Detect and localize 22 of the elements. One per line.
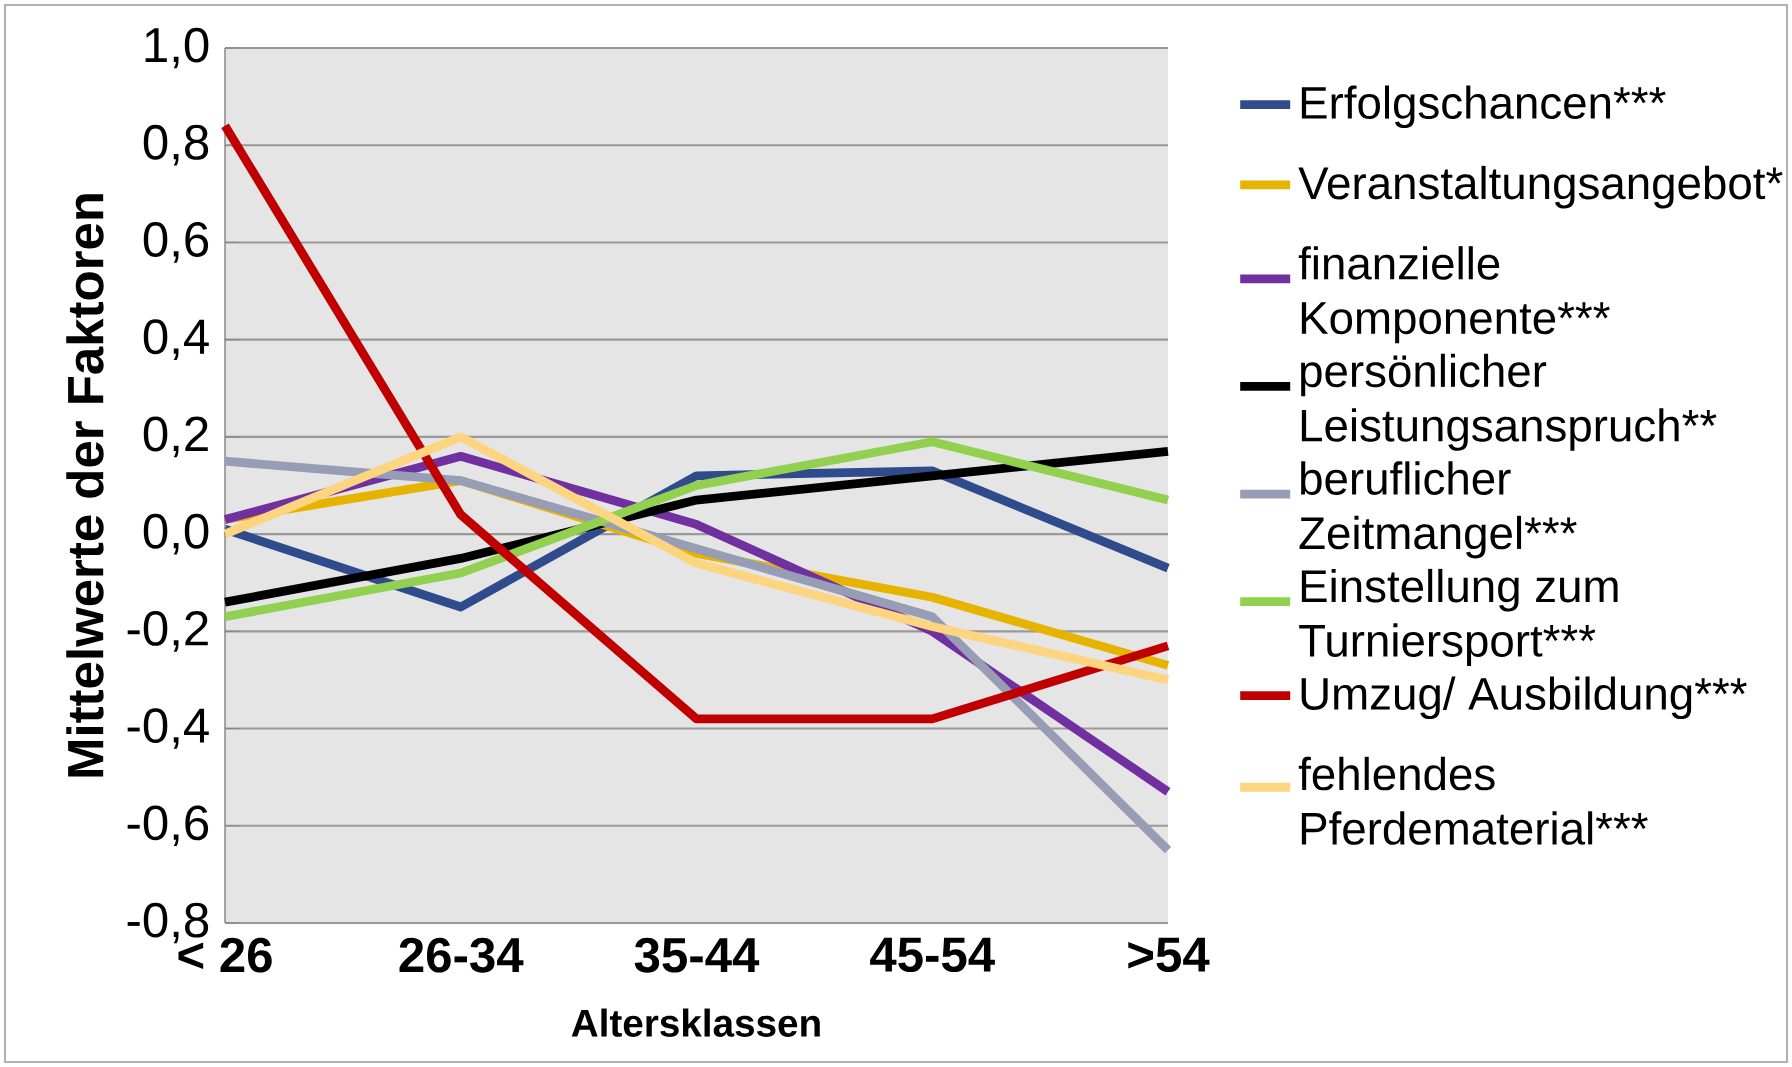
legend-label: beruflicher Zeitmangel*** (1299, 461, 1577, 559)
y-tick-label: 0,2 (143, 416, 208, 458)
y-tick-label: -0,8 (127, 902, 209, 944)
y-tick-label: 0,0 (143, 513, 209, 555)
y-axis-title: Mittelwerte der Faktoren (66, 194, 104, 777)
x-tick-label: 26-34 (399, 937, 524, 973)
x-tick-label: >54 (1128, 937, 1210, 973)
y-tick-label: 0,8 (143, 124, 209, 166)
y-tick-label: 1,0 (145, 27, 209, 69)
y-tick-label: 0,4 (143, 319, 209, 360)
y-tick-label: 0,6 (143, 222, 209, 263)
y-tick-label: -0,2 (127, 610, 208, 652)
x-tick-label: 35-44 (634, 937, 760, 973)
legend-label: Umzug/ Ausbildung*** (1301, 676, 1747, 720)
legend-label: Veranstaltungsangebot* (1298, 165, 1783, 209)
legend-label: fehlendes Pferdematerial*** (1298, 756, 1648, 845)
y-tick-label: -0,6 (127, 805, 209, 847)
x-axis-title: Altersklassen (571, 1008, 820, 1037)
legend-label: Einstellung zum Turniersport*** (1299, 568, 1618, 666)
y-tick-label: -0,4 (127, 708, 209, 749)
legend-label: Erfolgschancen*** (1301, 85, 1666, 129)
x-tick-label: 45-54 (870, 937, 995, 973)
